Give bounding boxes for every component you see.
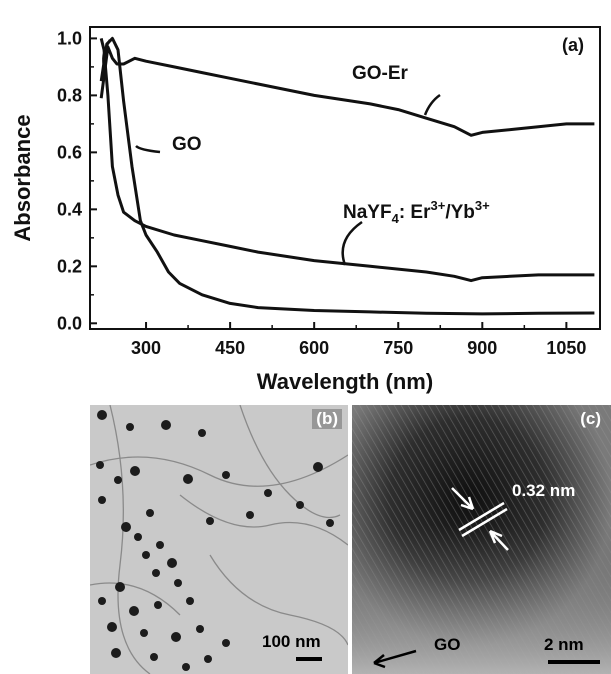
y-tick-label: 0.0 [57, 313, 82, 333]
plot-frame [89, 26, 601, 330]
annotation-go: GO [172, 134, 202, 155]
x-tick-label: 300 [131, 338, 161, 358]
tem-image-panel-b: (b) 100 nm [90, 405, 348, 674]
x-tick-label: 750 [383, 338, 413, 358]
series-lines [99, 36, 595, 316]
go-pointer-label: GO [434, 635, 461, 654]
lattice-spacing-label: 0.32 nm [512, 481, 576, 500]
panel-c-label: (c) [580, 409, 601, 428]
hrtem-image-c [352, 405, 611, 674]
annotation-nayf: NaYF4: Er3+/Yb3+ [343, 198, 490, 226]
x-tick-label: 1050 [546, 338, 586, 358]
series-line-nayf4 [99, 38, 595, 283]
panel-c-scale-bar [548, 660, 600, 664]
series-line-go-er [99, 45, 595, 137]
x-tick-label: 900 [467, 338, 497, 358]
y-tick-label: 0.6 [57, 142, 82, 162]
annotation-arrows [102, 39, 441, 266]
panel-b-scale-text: 100 nm [262, 632, 321, 651]
x-tick-label: 450 [215, 338, 245, 358]
x-tick-label: 600 [299, 338, 329, 358]
x-axis-label: Wavelength (nm) [257, 369, 433, 394]
chart-panel-label: (a) [562, 35, 584, 55]
annotation-go-er: GO-Er [352, 63, 409, 84]
y-tick-label: 0.2 [57, 256, 82, 276]
panel-b-scale-bar [296, 657, 322, 661]
panel-b-label: (b) [312, 409, 342, 429]
axis-ticks: 300 450 600 750 900 1050 0.0 0.2 0.4 0.6 0.8 1.0 [57, 28, 586, 358]
y-tick-label: 1.0 [57, 28, 82, 48]
series-line-go [99, 36, 595, 316]
y-tick-label: 0.8 [57, 85, 82, 105]
y-axis-label: Absorbance [10, 114, 35, 241]
y-tick-label: 0.4 [57, 199, 82, 219]
panel-c-scale-text: 2 nm [544, 635, 584, 654]
hrtem-image-panel-c: (c) 0.32 nm GO 2 nm [352, 405, 611, 674]
tem-image-b [90, 405, 348, 674]
